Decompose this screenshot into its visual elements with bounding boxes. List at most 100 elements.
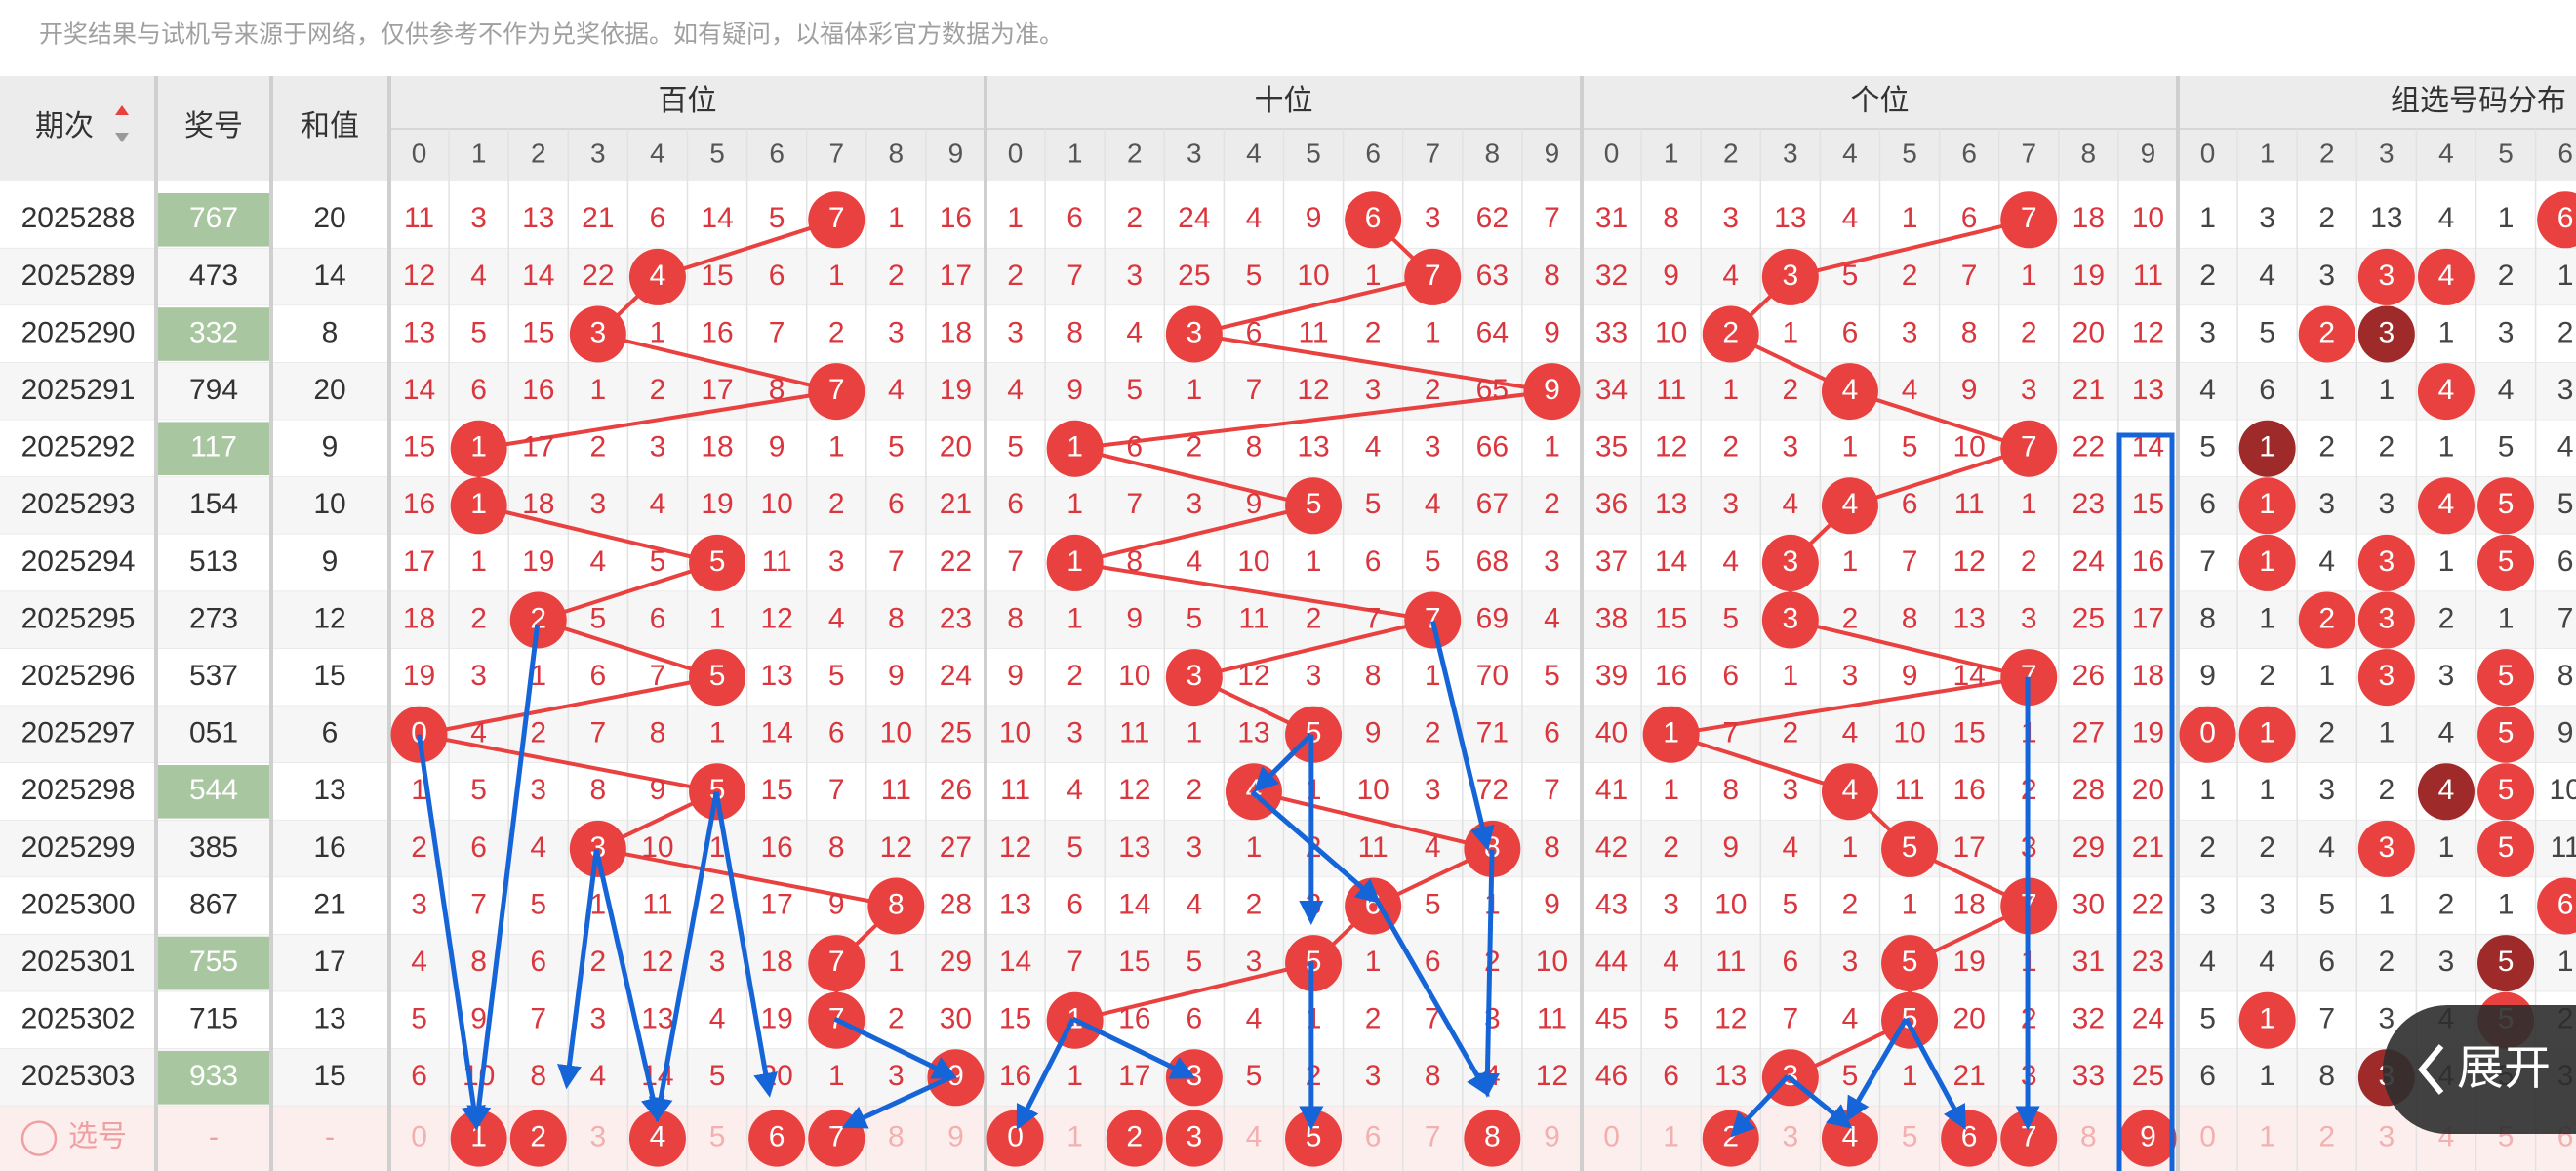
group-miss: 8: [2318, 1060, 2335, 1092]
miss-count: 7: [1544, 202, 1560, 234]
select-digit[interactable]: 8: [1484, 1121, 1501, 1153]
miss-count: 5: [1425, 888, 1441, 920]
select-digit[interactable]: 1: [1067, 1121, 1083, 1153]
miss-count: 11: [1298, 316, 1328, 348]
miss-count: 3: [1126, 260, 1143, 292]
miss-count: 7: [530, 1003, 546, 1035]
select-digit[interactable]: 4: [1842, 1121, 1859, 1153]
select-ball: [2119, 1110, 2177, 1167]
select-digit[interactable]: 2: [530, 1121, 546, 1153]
select-digit[interactable]: 1: [1663, 1121, 1679, 1153]
group-miss: 4: [2438, 202, 2455, 234]
miss-count: 31: [2073, 946, 2105, 978]
miss-count: 3: [1722, 488, 1739, 520]
digit-header: 5: [2498, 138, 2514, 168]
hit-number: 7: [828, 202, 845, 234]
hit-number: 4: [1842, 488, 1859, 520]
digit-header: 2: [1127, 138, 1143, 168]
miss-count: 10: [1714, 888, 1747, 920]
digit-header: 4: [2438, 138, 2454, 168]
hit-ball: [1881, 935, 1939, 992]
prize: 473: [189, 260, 238, 292]
miss-count: 20: [2073, 316, 2105, 348]
row-bg: [0, 763, 2576, 821]
group-miss: 13: [2370, 202, 2402, 234]
select-digit[interactable]: 2: [1722, 1121, 1739, 1153]
miss-count: 2: [590, 946, 607, 978]
miss-count: 2: [2021, 545, 2037, 578]
miss-count: 15: [1655, 602, 1687, 634]
hit-number: 3: [590, 316, 607, 348]
group-ball: [2238, 706, 2296, 763]
group-miss: 1: [2557, 260, 2574, 292]
group-miss: 1: [2498, 202, 2515, 234]
select-digit[interactable]: 9: [2140, 1121, 2156, 1153]
select-ball: [1464, 1110, 1521, 1167]
select-digit[interactable]: 8: [2080, 1121, 2097, 1153]
select-digit[interactable]: 3: [590, 1121, 607, 1153]
select-digit[interactable]: 3: [1187, 1121, 1203, 1153]
hit-number: 3: [1783, 545, 1799, 578]
sum: 15: [313, 1060, 345, 1092]
miss-count: 7: [1365, 602, 1382, 634]
miss-count: 7: [1961, 260, 1978, 292]
miss-count: 2: [888, 1003, 905, 1035]
miss-count: 6: [650, 202, 666, 234]
hit-number: 4: [650, 260, 666, 292]
miss-count: 7: [1722, 717, 1739, 749]
select-digit[interactable]: 0: [1603, 1121, 1620, 1153]
prize-highlight: [158, 936, 269, 990]
miss-count: 9: [1306, 202, 1322, 234]
miss-count: 16: [1118, 1003, 1150, 1035]
hit-number: 7: [828, 946, 845, 978]
select-digit[interactable]: 9: [1544, 1121, 1560, 1153]
group-ball: [2357, 820, 2415, 877]
prize: 513: [189, 545, 238, 578]
group-miss: 1: [2259, 1060, 2275, 1092]
expand-button[interactable]: 展开: [2383, 1005, 2576, 1134]
select-digit[interactable]: 4: [1246, 1121, 1263, 1153]
select-digit[interactable]: 8: [888, 1121, 905, 1153]
miss-count: 3: [1365, 374, 1382, 406]
select-digit[interactable]: 0: [411, 1121, 427, 1153]
hit-ball: [628, 248, 686, 305]
miss-count: 7: [650, 660, 666, 692]
trend-line: [1670, 218, 2035, 1080]
miss-count: 1: [1246, 831, 1263, 864]
miss-count: 27: [940, 831, 972, 864]
miss-count: 33: [2073, 1060, 2105, 1092]
digit-header: 1: [471, 138, 487, 168]
miss-count: 3: [888, 1060, 905, 1092]
select-digit[interactable]: 5: [709, 1121, 726, 1153]
select-digit[interactable]: 9: [947, 1121, 964, 1153]
miss-count: 5: [1187, 602, 1203, 634]
select-digit[interactable]: 6: [769, 1121, 785, 1153]
miss-count: 25: [2132, 1060, 2164, 1092]
miss-count: 18: [701, 431, 733, 464]
group-hit: 5: [2498, 488, 2515, 520]
miss-count: 17: [2132, 602, 2164, 634]
select-digit[interactable]: 3: [1783, 1121, 1799, 1153]
select-digit[interactable]: 7: [828, 1121, 845, 1153]
miss-count: 23: [940, 602, 972, 634]
select-digit[interactable]: 4: [650, 1121, 666, 1153]
select-digit[interactable]: 7: [1425, 1121, 1441, 1153]
miss-count: 22: [2132, 888, 2164, 920]
miss-count: 12: [1714, 1003, 1747, 1035]
select-digit[interactable]: 5: [1902, 1121, 1918, 1153]
annotation-arrow: [833, 1016, 958, 1079]
select-digit[interactable]: 2: [1126, 1121, 1143, 1153]
miss-count: 2: [2021, 316, 2037, 348]
annotation-arrow: [1016, 1017, 1075, 1130]
select-digit[interactable]: 6: [1365, 1121, 1382, 1153]
miss-count: 2: [1365, 1003, 1382, 1035]
digit-header: 1: [1664, 138, 1679, 168]
prize-highlight: [158, 1051, 269, 1105]
sum: 13: [313, 774, 345, 806]
miss-count: 13: [1118, 831, 1150, 864]
hit-ball: [1046, 420, 1104, 477]
digit-header: 5: [709, 138, 725, 168]
miss-count: 17: [940, 260, 972, 292]
miss-count: 1: [828, 1060, 845, 1092]
